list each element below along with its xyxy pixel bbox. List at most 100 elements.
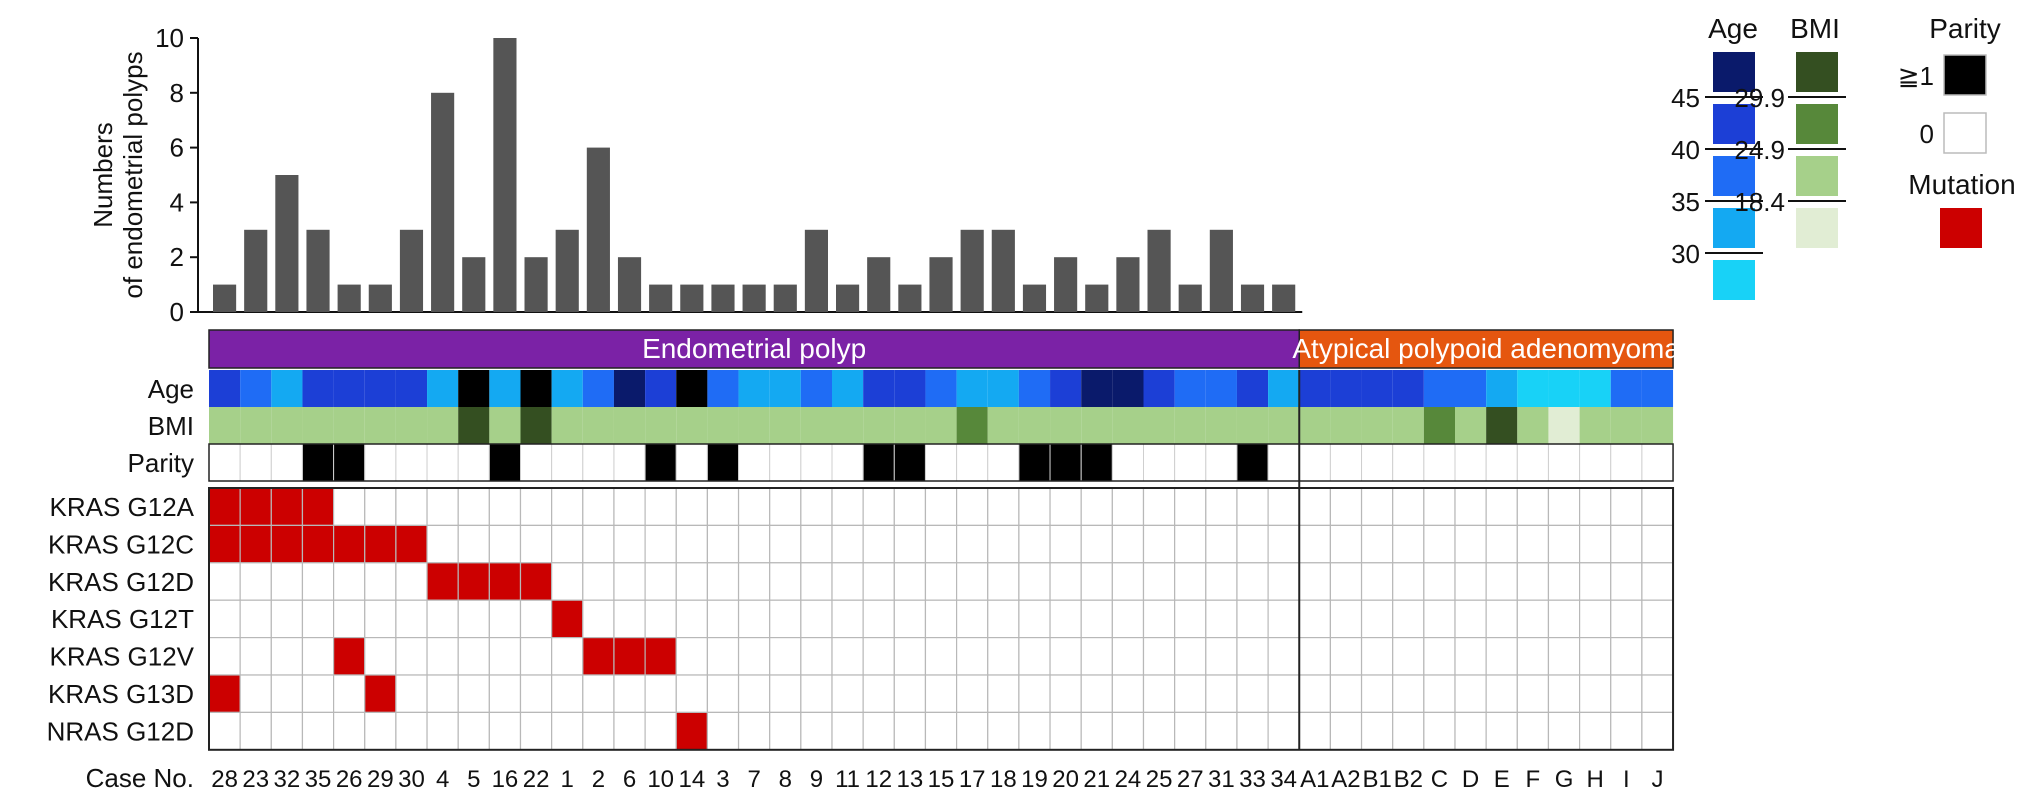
mutation-cell [1423, 636, 1456, 676]
mutation-cell [488, 562, 522, 601]
mutation-cell [769, 674, 802, 714]
mutation-cell [893, 711, 927, 751]
mutation-cell [1578, 711, 1612, 751]
mutation-cell [1298, 524, 1331, 564]
mutation-cell [1547, 711, 1581, 751]
legend-parity-label: 0 [1920, 119, 1934, 149]
mutation-cell [1360, 487, 1394, 527]
clinical-row-label: Parity [128, 448, 194, 478]
mutation-cell [519, 636, 553, 676]
clinical-cell [1423, 407, 1455, 444]
legend: Age 45 40 35 30 BMI 29.9 24.9 18.4 Parity ≧1 0 Mutat… [1671, 13, 2016, 300]
mutation-cell [270, 524, 304, 564]
mutation-cell [1329, 674, 1363, 714]
mutation-cell [301, 562, 335, 601]
clinical-cell [364, 370, 396, 407]
mutation-cell [1142, 487, 1176, 527]
bar [960, 229, 984, 312]
legend-bmi-threshold: 18.4 [1734, 187, 1785, 217]
mutation-cell [208, 599, 241, 639]
mutation-cell [1267, 487, 1300, 527]
clinical-cell [582, 443, 615, 482]
mutation-cell [1111, 599, 1145, 639]
case-number: 33 [1239, 766, 1266, 793]
mutation-cell [987, 711, 1020, 751]
mutation-cell [769, 524, 802, 564]
mutation-cell [1610, 487, 1643, 527]
bar [649, 284, 673, 312]
mutation-cell [488, 487, 522, 527]
clinical-cell [1205, 370, 1237, 407]
mutation-cell [333, 487, 366, 527]
mutation-cell [426, 524, 459, 564]
mutation-cell [519, 562, 553, 601]
mutation-cell [955, 562, 989, 601]
clinical-cell [1485, 443, 1518, 482]
mutation-matrix: KRAS G12A KRAS G12C KRAS G12D KRAS G12T KRAS… [47, 370, 1675, 751]
clinical-cell [1641, 443, 1674, 482]
clinical-cell [1018, 370, 1051, 407]
case-number: 1 [561, 766, 574, 793]
clinical-cell [956, 370, 988, 407]
mutation-cell [333, 711, 366, 751]
clinical-cell [1268, 407, 1300, 444]
mutation-cell [1174, 711, 1207, 751]
mutation-cell [582, 524, 615, 564]
case-number: H [1587, 766, 1604, 793]
mutation-cell [582, 711, 615, 751]
clinical-cell [831, 443, 864, 482]
clinical-cell [458, 407, 490, 444]
bar [867, 257, 891, 312]
clinical-cell [240, 370, 272, 407]
case-number: 35 [305, 766, 332, 793]
mutation-cell [1236, 599, 1269, 639]
mutation-cell [395, 524, 428, 564]
mutation-cell [862, 599, 895, 639]
bar [898, 284, 922, 312]
mutation-cell [613, 524, 646, 564]
gene-label: KRAS G12D [48, 567, 194, 597]
mutation-cell [800, 524, 833, 564]
mutation-cell [239, 711, 272, 751]
mutation-cell [1111, 636, 1145, 676]
mutation-cell [675, 674, 708, 714]
mutation-cell [1360, 711, 1394, 751]
mutation-cell [364, 487, 397, 527]
bar [1116, 257, 1140, 312]
clinical-cell [675, 443, 708, 482]
mutation-cell [862, 674, 895, 714]
clinical-cell [1423, 370, 1455, 407]
case-number: 15 [928, 766, 955, 793]
mutation-cell [239, 487, 272, 527]
mutation-frame [208, 487, 1675, 751]
mutation-cell [1049, 524, 1082, 564]
clinical-cell [489, 370, 521, 407]
clinical-cell [270, 443, 303, 482]
clinical-cell [894, 370, 926, 407]
mutation-cell [987, 524, 1020, 564]
clinical-rows: Age BMI Parity [128, 370, 1674, 482]
clinical-cell [1205, 407, 1237, 444]
clinical-cell [364, 443, 397, 482]
clinical-row-label: Age [148, 374, 194, 404]
bar [1147, 229, 1171, 312]
mutation-cell [1547, 674, 1581, 714]
mutation-cell [1205, 562, 1238, 601]
clinical-cell [302, 370, 334, 407]
clinical-cell [457, 443, 490, 482]
mutation-cell [1641, 487, 1674, 527]
mutation-cell [395, 674, 428, 714]
case-number: 31 [1208, 766, 1235, 793]
mutation-cell [1454, 562, 1487, 601]
case-number: 11 [835, 766, 860, 793]
clinical-cell [706, 443, 740, 482]
mutation-cell [1454, 487, 1487, 527]
bar [711, 284, 735, 312]
bar [1022, 284, 1047, 312]
case-number: 32 [274, 766, 301, 793]
case-axis-label: Case No. [86, 763, 194, 793]
clinical-cell [301, 443, 335, 482]
clinical-cell [551, 370, 583, 407]
mutation-cell [457, 674, 490, 714]
clinical-cell [863, 407, 895, 444]
